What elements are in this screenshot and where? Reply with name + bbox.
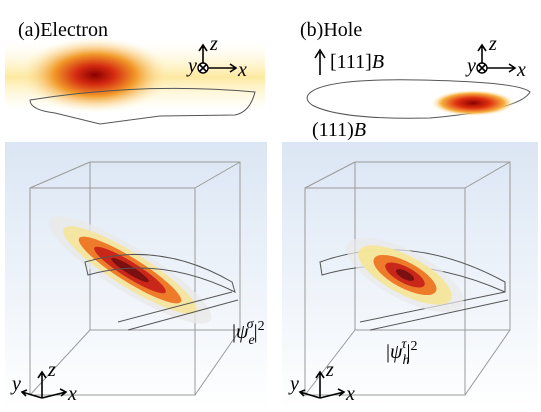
axis-label: y	[10, 373, 21, 395]
panel-b-bottom: |ψhτ|2 y z x	[282, 142, 538, 410]
panel-a-bottom: |ψeσ|2 y z x	[5, 142, 267, 410]
axis-label: y	[288, 373, 299, 395]
label-part: B	[354, 119, 366, 141]
axis-label: z	[488, 33, 497, 55]
label-part: 2	[410, 339, 417, 354]
label-part: [111]	[330, 51, 372, 73]
direction-arrow	[315, 50, 325, 75]
axis-label: x	[345, 383, 355, 405]
label-part: (111)	[312, 119, 354, 141]
axis-triad: y z x	[465, 33, 526, 81]
label-part: 2	[258, 319, 265, 334]
axis-label: z	[325, 359, 334, 381]
figure: (a)Electron y z x (b)Hole [111]B (111)B …	[0, 0, 541, 412]
axis-label: y	[465, 55, 476, 77]
axis-label: x	[67, 383, 77, 405]
panel-title: (b)Hole	[300, 19, 362, 41]
panel-a-top: (a)Electron y z x	[5, 19, 265, 124]
axis-label: x	[237, 59, 247, 81]
axis-label: z	[47, 359, 56, 381]
label-part: B	[372, 51, 384, 73]
facet-label: (111)B	[312, 119, 366, 141]
panel-b-top: (b)Hole [111]B (111)B y z x	[300, 19, 530, 141]
axis-label: z	[209, 33, 218, 55]
axis-label: y	[186, 55, 197, 77]
direction-label: [111]B	[330, 51, 384, 73]
density-blob	[20, 37, 170, 113]
axis-label: x	[516, 59, 526, 81]
density-blob	[431, 90, 515, 116]
